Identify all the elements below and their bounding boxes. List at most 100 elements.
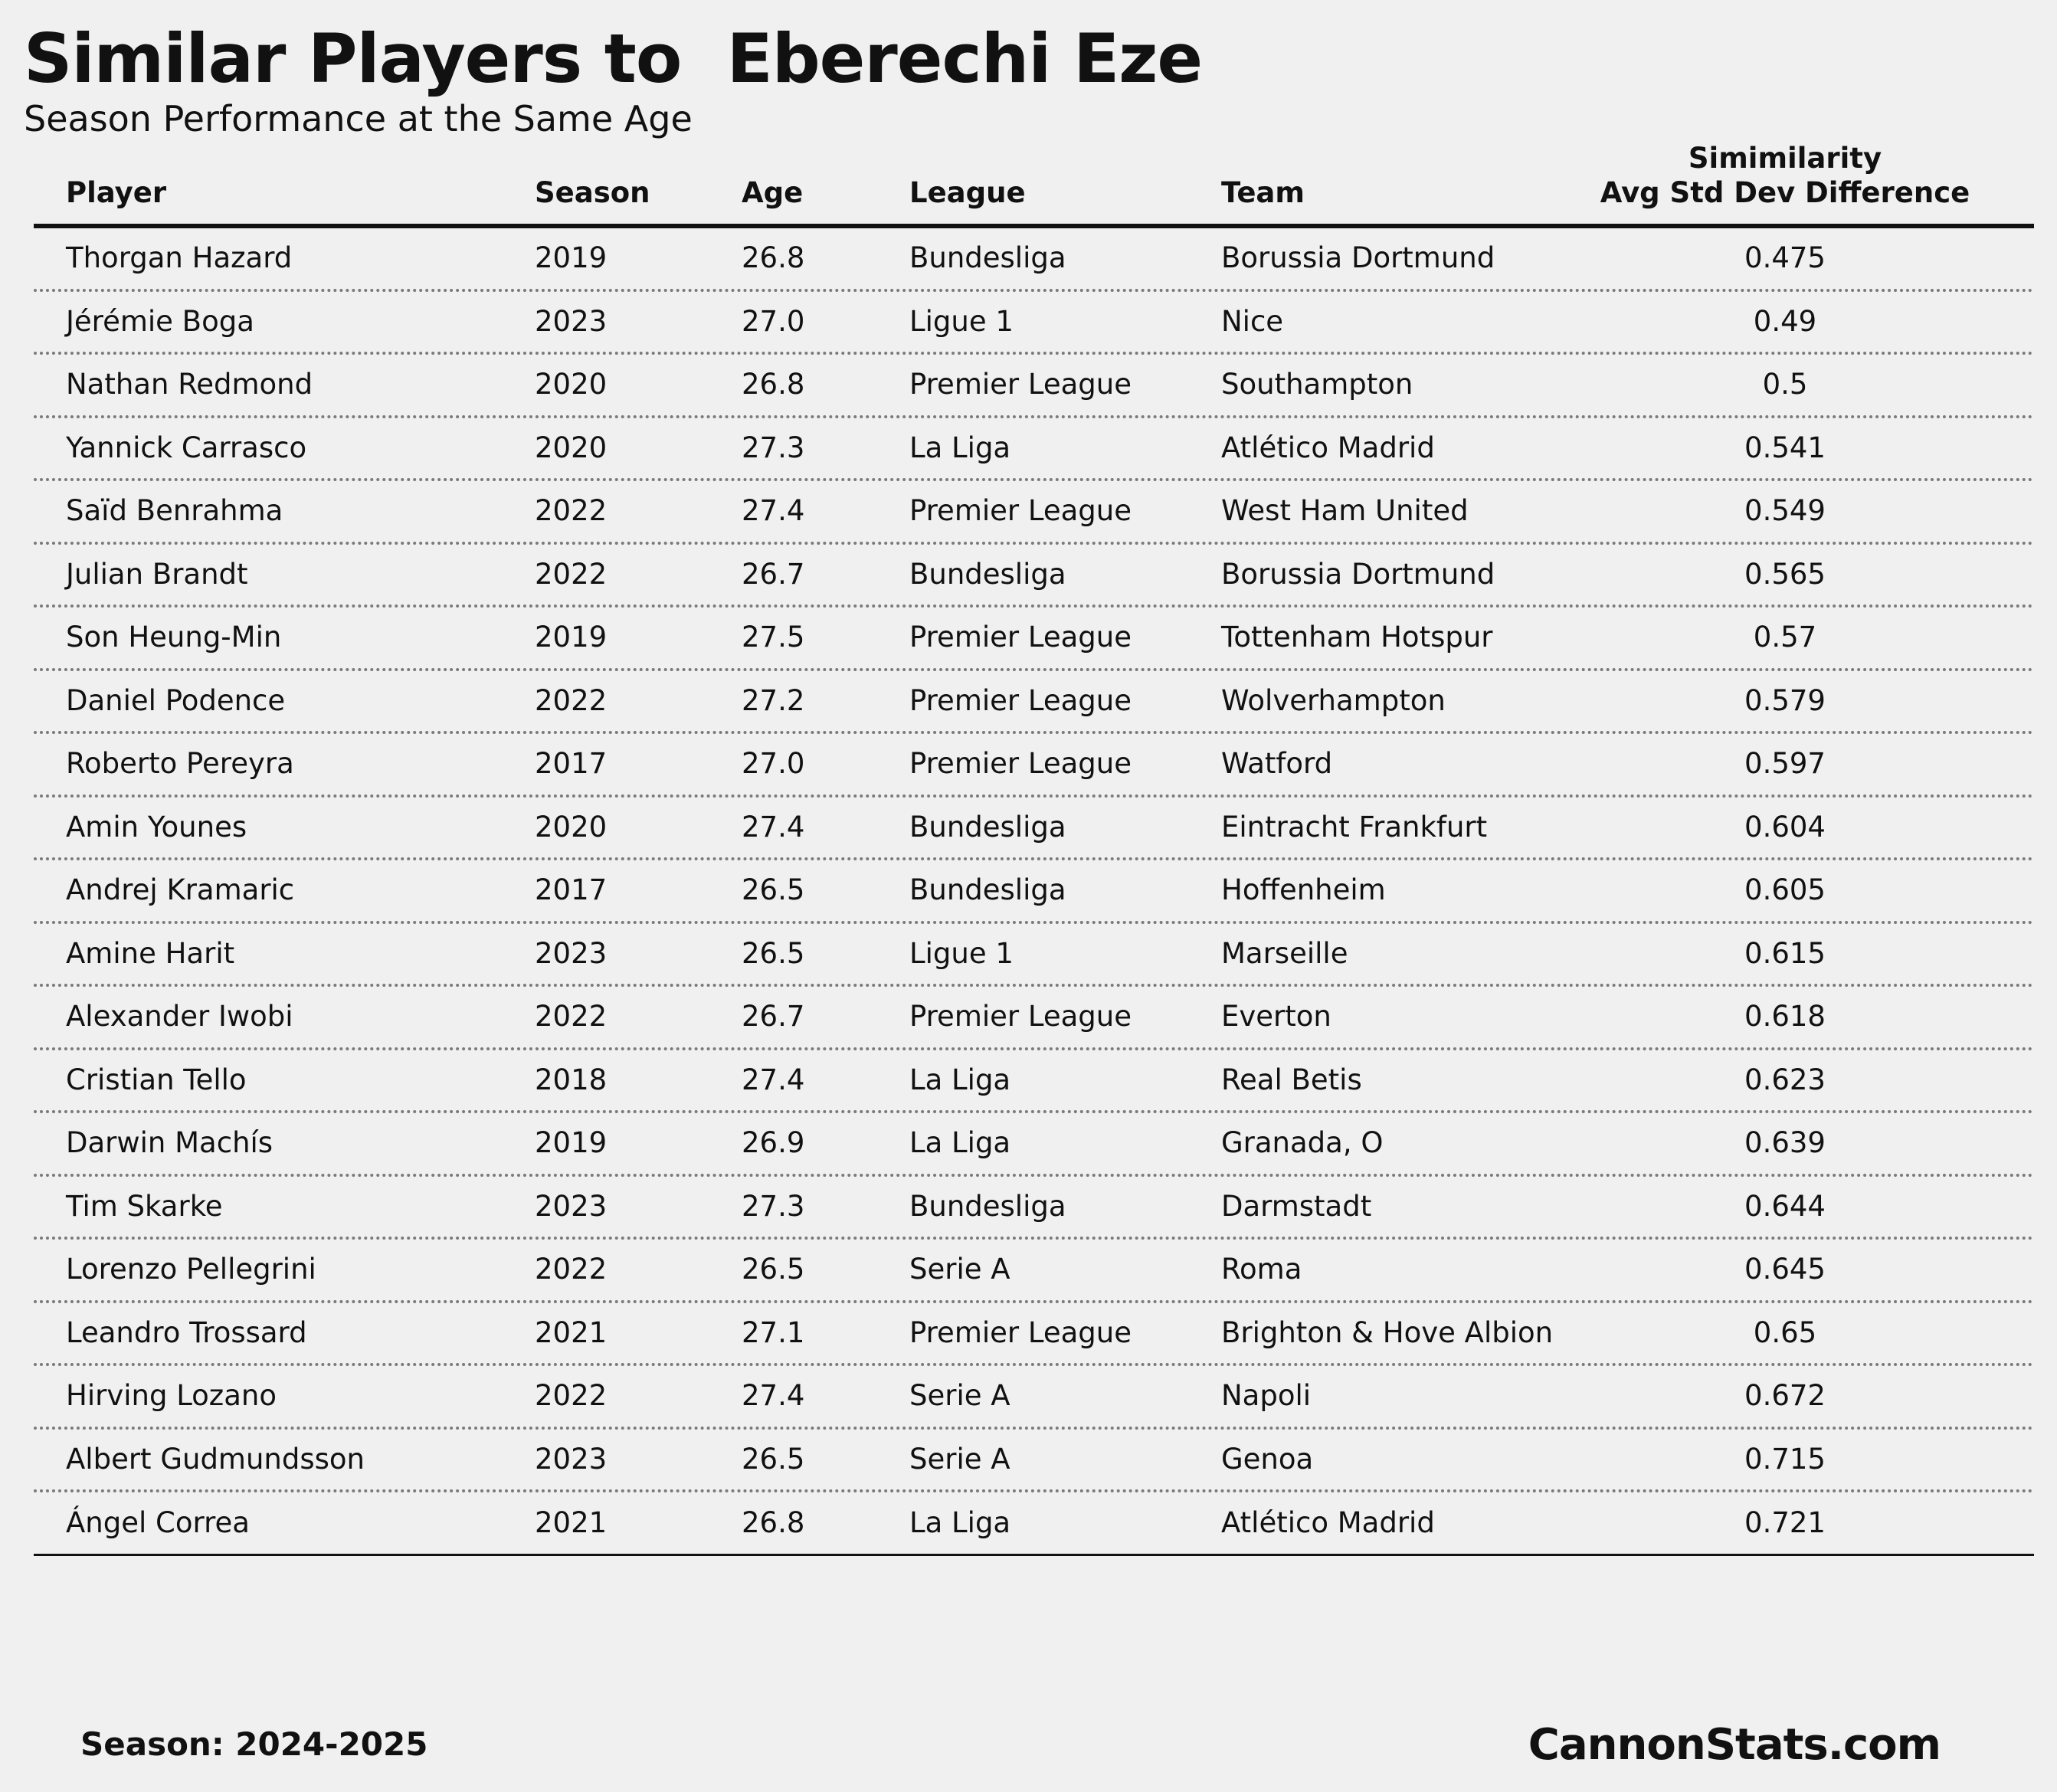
cell-season: 2023 xyxy=(535,304,608,338)
cell-season: 2022 xyxy=(535,1379,608,1413)
cell-similarity: 0.475 xyxy=(1744,241,1826,275)
cell-team: Brighton & Hove Albion xyxy=(1221,1315,1554,1349)
table-row: Leandro Trossard 2021 27.1 Premier League Br… xyxy=(34,1303,2034,1366)
cell-player: Thorgan Hazard xyxy=(66,241,293,275)
cell-team: West Ham United xyxy=(1221,494,1469,528)
table-row: Daniel Podence 2022 27.2 Premier League Wolv… xyxy=(34,671,2034,734)
table-row: Tim Skarke 2023 27.3 Bundesliga Darmstadt 0.6… xyxy=(34,1177,2034,1240)
table-row: Lorenzo Pellegrini 2022 26.5 Serie A Roma 0.6… xyxy=(34,1240,2034,1303)
cell-league: Premier League xyxy=(909,621,1132,654)
cell-season: 2021 xyxy=(535,1505,608,1539)
cell-team: Roma xyxy=(1221,1253,1302,1286)
cell-league: Bundesliga xyxy=(909,1189,1066,1223)
cell-similarity: 0.565 xyxy=(1744,557,1826,591)
cell-age: 26.7 xyxy=(742,557,805,591)
table-row: Ángel Correa 2021 26.8 La Liga Atlético Madr… xyxy=(34,1492,2034,1556)
cell-player: Andrej Kramaric xyxy=(66,873,295,907)
cell-age: 27.3 xyxy=(742,1189,805,1223)
cell-age: 26.5 xyxy=(742,873,805,907)
cell-similarity: 0.672 xyxy=(1744,1379,1826,1413)
cell-league: La Liga xyxy=(909,431,1011,464)
cell-league: Serie A xyxy=(909,1379,1010,1413)
cell-league: Premier League xyxy=(909,1000,1132,1034)
cell-age: 26.9 xyxy=(742,1126,805,1160)
cell-team: Borussia Dortmund xyxy=(1221,557,1495,591)
header-similarity-line2: Avg Std Dev Difference xyxy=(1600,175,1970,209)
cell-season: 2018 xyxy=(535,1063,608,1096)
cell-season: 2023 xyxy=(535,1189,608,1223)
cell-similarity: 0.549 xyxy=(1744,494,1826,528)
cell-team: Southampton xyxy=(1221,368,1413,401)
cell-season: 2019 xyxy=(535,241,608,275)
cell-season: 2020 xyxy=(535,368,608,401)
cell-league: Bundesliga xyxy=(909,241,1066,275)
cell-team: Napoli xyxy=(1221,1379,1312,1413)
cell-player: Julian Brandt xyxy=(66,557,248,591)
cell-age: 27.1 xyxy=(742,1315,805,1349)
table-row: Roberto Pereyra 2017 27.0 Premier League Wat… xyxy=(34,734,2034,798)
cell-league: Serie A xyxy=(909,1442,1010,1476)
header-similarity-line1: Simimilarity xyxy=(1688,142,1882,175)
cell-age: 26.5 xyxy=(742,936,805,970)
cell-similarity: 0.618 xyxy=(1744,1000,1826,1034)
table-row: Cristian Tello 2018 27.4 La Liga Real Betis 0… xyxy=(34,1050,2034,1113)
cell-age: 27.0 xyxy=(742,747,805,781)
cell-age: 26.8 xyxy=(742,1505,805,1539)
table-body: Thorgan Hazard 2019 26.8 Bundesliga Borussia… xyxy=(34,228,2034,1556)
cell-season: 2023 xyxy=(535,1442,608,1476)
cell-similarity: 0.541 xyxy=(1744,431,1826,464)
cell-similarity: 0.5 xyxy=(1762,368,1808,401)
season-footer: Season: 2024-2025 xyxy=(80,1725,428,1763)
header-age: Age xyxy=(742,175,804,209)
cell-team: Nice xyxy=(1221,304,1284,338)
cell-player: Tim Skarke xyxy=(66,1189,223,1223)
cell-similarity: 0.639 xyxy=(1744,1126,1826,1160)
table-row: Yannick Carrasco 2020 27.3 La Liga Atlético … xyxy=(34,418,2034,481)
cell-season: 2022 xyxy=(535,683,608,717)
table-row: Amine Harit 2023 26.5 Ligue 1 Marseille 0.615 xyxy=(34,924,2034,987)
cell-player: Darwin Machís xyxy=(66,1126,274,1160)
cell-player: Lorenzo Pellegrini xyxy=(66,1253,316,1286)
cell-age: 27.5 xyxy=(742,621,805,654)
cell-league: Premier League xyxy=(909,1315,1132,1349)
cell-similarity: 0.623 xyxy=(1744,1063,1826,1096)
cell-team: Marseille xyxy=(1221,936,1348,970)
cell-season: 2019 xyxy=(535,621,608,654)
cell-team: Watford xyxy=(1221,747,1333,781)
cell-season: 2017 xyxy=(535,747,608,781)
cell-team: Hoffenheim xyxy=(1221,873,1386,907)
chart-subtitle: Season Performance at the Same Age xyxy=(24,98,693,139)
cell-team: Atlético Madrid xyxy=(1221,431,1435,464)
cell-team: Everton xyxy=(1221,1000,1331,1034)
cell-league: Premier League xyxy=(909,368,1132,401)
table-row: Saïd Benrahma 2022 27.4 Premier League West … xyxy=(34,481,2034,545)
table-row: Thorgan Hazard 2019 26.8 Bundesliga Borussia… xyxy=(34,228,2034,292)
cell-league: Premier League xyxy=(909,747,1132,781)
cell-league: La Liga xyxy=(909,1505,1011,1539)
cell-age: 27.0 xyxy=(742,304,805,338)
cell-league: Bundesliga xyxy=(909,557,1066,591)
cell-player: Yannick Carrasco xyxy=(66,431,307,464)
cell-age: 27.4 xyxy=(742,494,805,528)
cell-age: 27.4 xyxy=(742,810,805,844)
cell-season: 2022 xyxy=(535,494,608,528)
cell-season: 2022 xyxy=(535,1253,608,1286)
table-row: Julian Brandt 2022 26.7 Bundesliga Borussia … xyxy=(34,545,2034,608)
table-row: Amin Younes 2020 27.4 Bundesliga Eintracht F… xyxy=(34,798,2034,860)
cell-player: Jérémie Boga xyxy=(66,304,254,338)
cell-player: Amine Harit xyxy=(66,936,235,970)
cell-season: 2020 xyxy=(535,431,608,464)
cell-league: Bundesliga xyxy=(909,873,1066,907)
cell-season: 2022 xyxy=(535,1000,608,1034)
cell-season: 2020 xyxy=(535,810,608,844)
cell-league: Bundesliga xyxy=(909,810,1066,844)
header-league: League xyxy=(909,175,1026,209)
cell-player: Leandro Trossard xyxy=(66,1315,307,1349)
cell-player: Hirving Lozano xyxy=(66,1379,277,1413)
cell-team: Eintracht Frankfurt xyxy=(1221,810,1488,844)
cell-player: Daniel Podence xyxy=(66,683,286,717)
cell-season: 2021 xyxy=(535,1315,608,1349)
table-row: Jérémie Boga 2023 27.0 Ligue 1 Nice 0.49 xyxy=(34,292,2034,355)
cell-league: La Liga xyxy=(909,1126,1011,1160)
cell-similarity: 0.721 xyxy=(1744,1505,1826,1539)
